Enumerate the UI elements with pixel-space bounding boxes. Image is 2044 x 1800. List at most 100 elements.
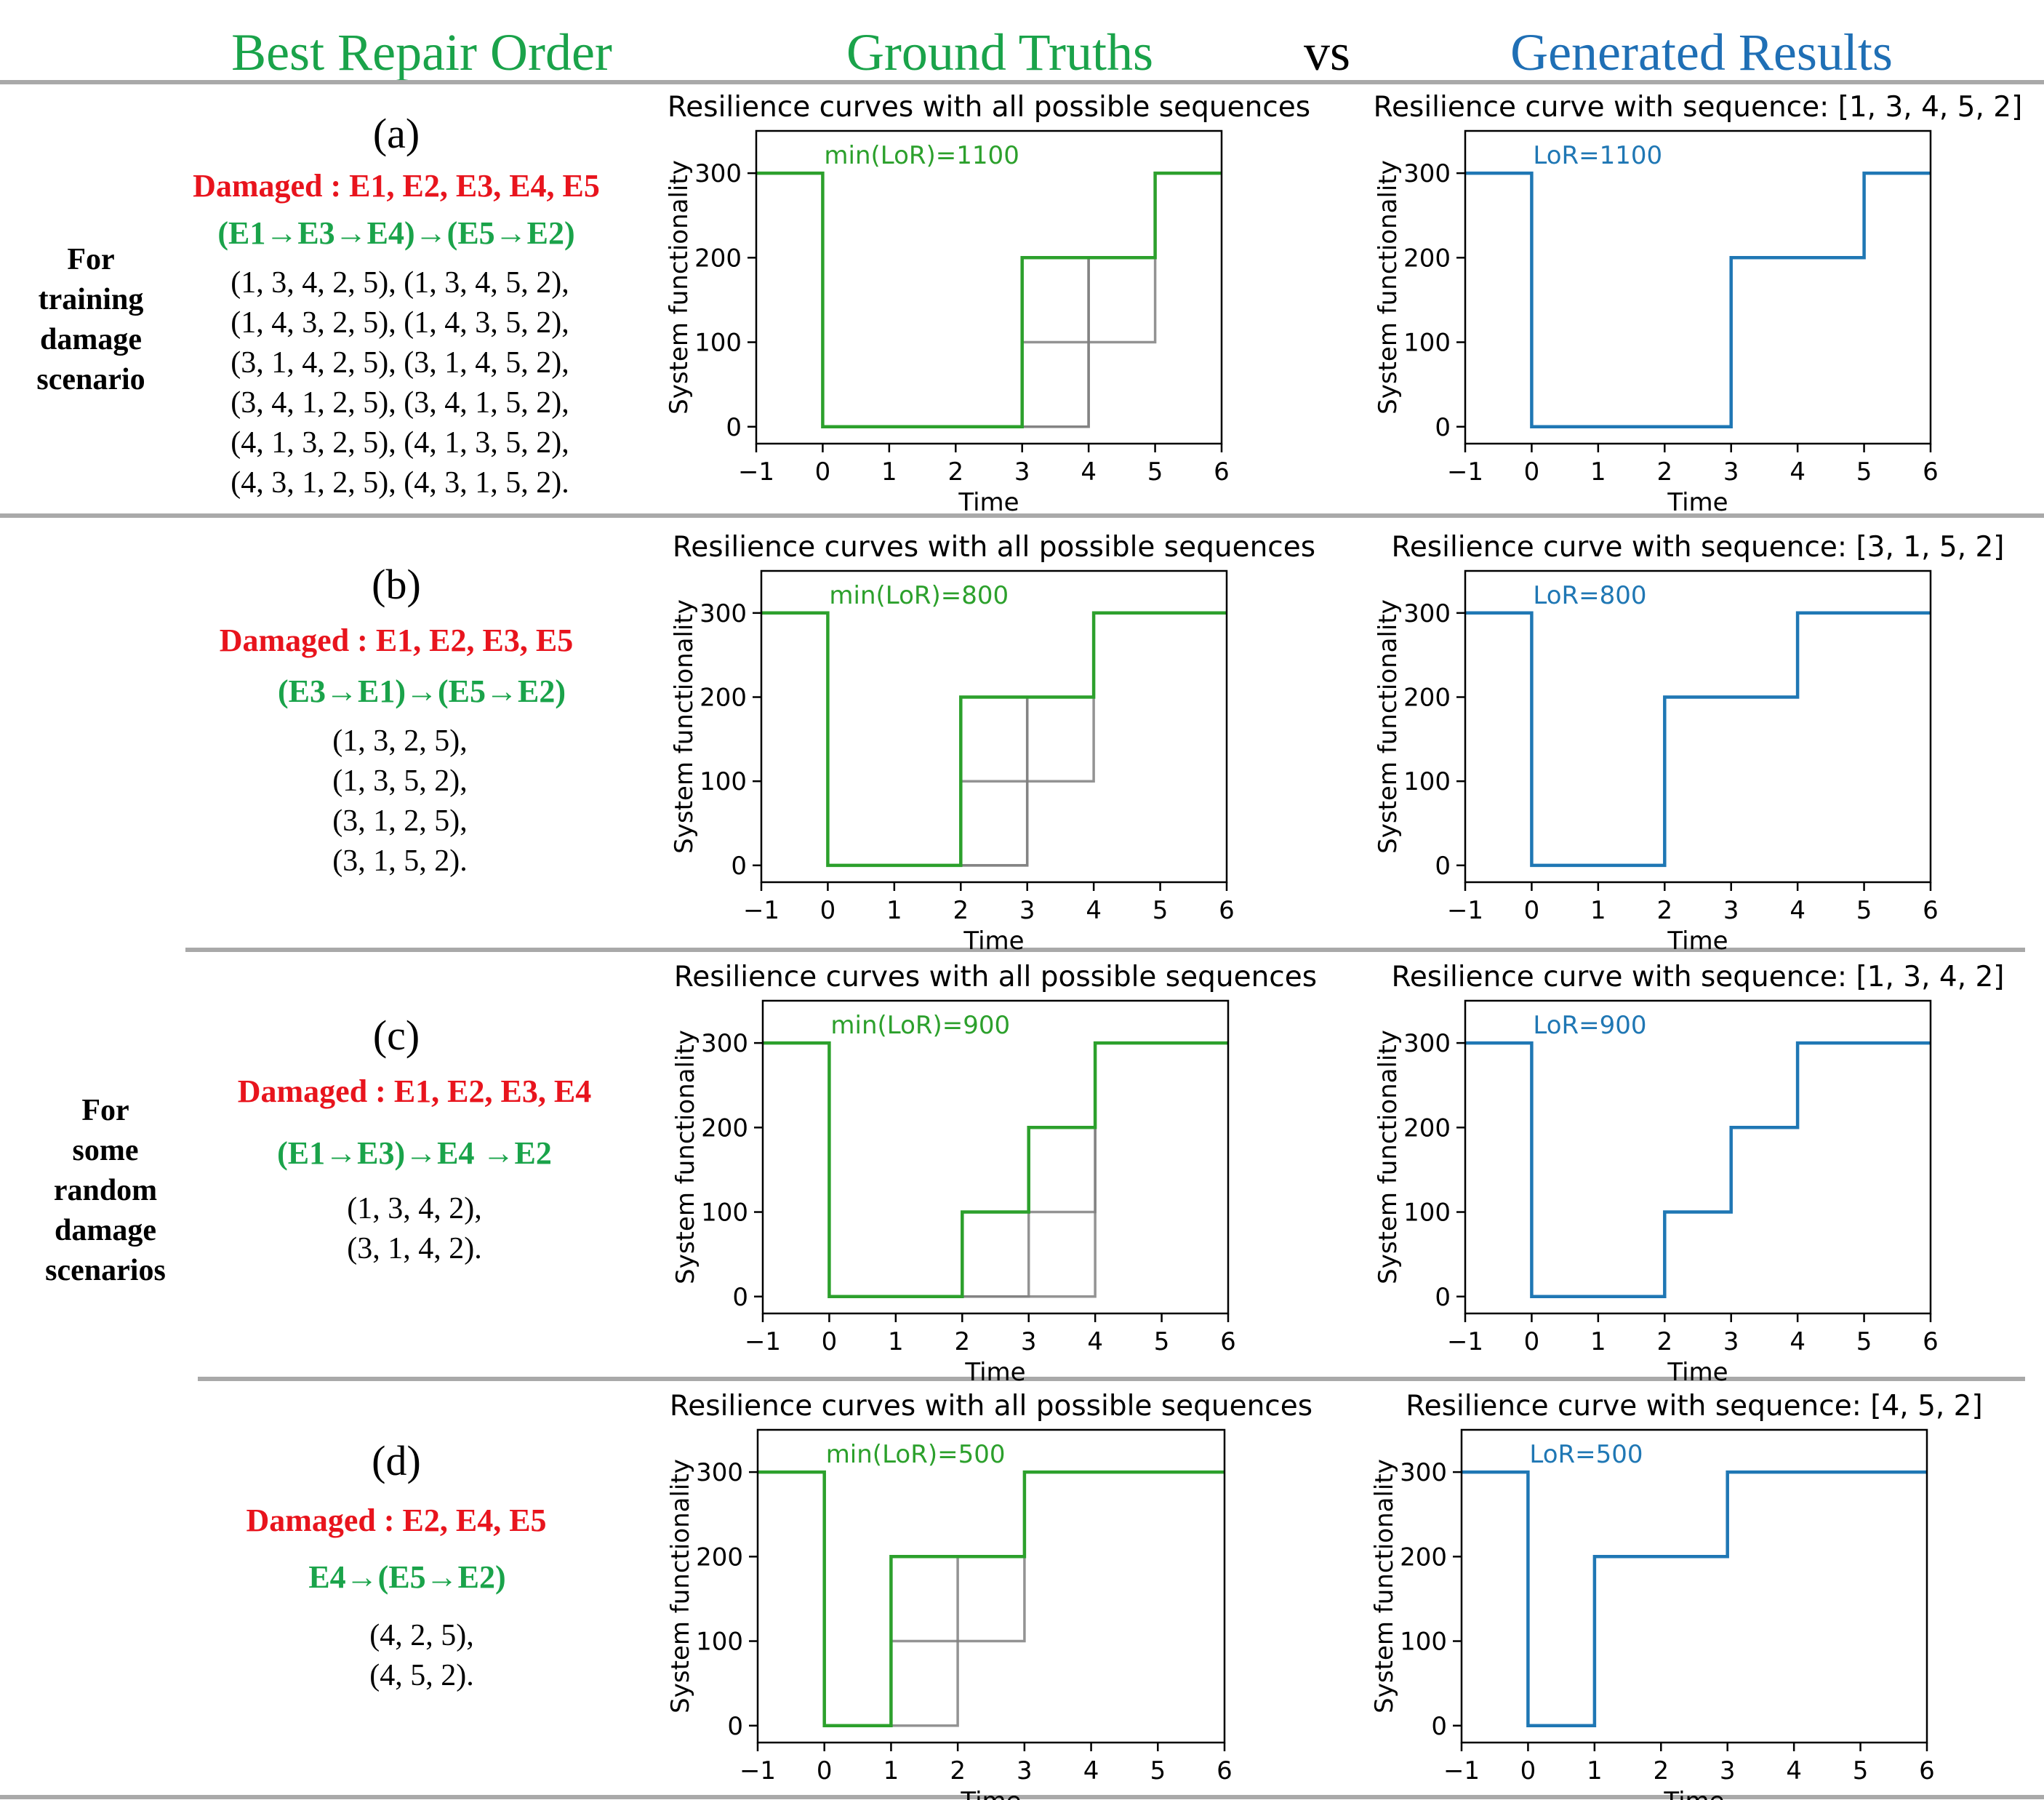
chart-6-series-1-line xyxy=(1465,1041,1931,1299)
chart-7-ytick-label: 300 xyxy=(696,1458,743,1487)
chart-5-plot-frame xyxy=(761,999,1230,1315)
chart-7-xtick-label: 4 xyxy=(1083,1756,1099,1785)
chart-6-xtick-label: 2 xyxy=(1656,1327,1672,1356)
chart-6-xtick-label: 5 xyxy=(1856,1327,1872,1356)
chart-1-series-2-line xyxy=(756,172,1222,428)
chart-1-xtick-label: −1 xyxy=(738,457,774,487)
chart-7-xtick-label: −1 xyxy=(740,1756,776,1785)
chart-5-xtick-label: 5 xyxy=(1154,1327,1170,1356)
divider-top xyxy=(0,80,2044,84)
chart-4-xtick-label: 5 xyxy=(1856,896,1872,925)
chart-2-annotation: LoR=1100 xyxy=(1533,141,1662,170)
damaged-list-d: Damaged : E2, E4, E5 xyxy=(246,1503,547,1538)
chart-8-xtick-label: 1 xyxy=(1587,1756,1603,1785)
chart-2-title: Resilience curve with sequence: [1, 3, 4… xyxy=(1374,91,2023,124)
damaged-list-a: Damaged : E1, E2, E3, E4, E5 xyxy=(193,168,600,204)
header-generated-results: Generated Results xyxy=(1510,23,1893,81)
chart-6-xtick-label: −1 xyxy=(1447,1327,1483,1356)
chart-1-xtick-label: 2 xyxy=(947,457,963,487)
chart-4-xtick-label: 0 xyxy=(1524,896,1540,925)
chart-3-series-4-line xyxy=(761,611,1227,868)
chart-8-ylabel: System functionality xyxy=(1370,1459,1399,1713)
chart-1-xtick-label: 0 xyxy=(815,457,831,487)
chart-1-xtick-label: 1 xyxy=(881,457,897,487)
chart-6-ytick-label: 0 xyxy=(1435,1283,1451,1312)
chart-6-xtick-label: 3 xyxy=(1723,1327,1739,1356)
chart-6-title: Resilience curve with sequence: [1, 3, 4… xyxy=(1391,961,2004,993)
chart-4-xlabel: Time xyxy=(1667,927,1728,956)
chart-5-ytick-label: 200 xyxy=(701,1113,748,1143)
chart-8-plot-frame xyxy=(1460,1428,1928,1744)
chart-6-plot-frame xyxy=(1464,999,1932,1315)
panel-letter-b: (b) xyxy=(372,561,421,608)
chart-5-series-3-line xyxy=(763,1041,1228,1299)
chart-8-xtick-label: 3 xyxy=(1720,1756,1736,1785)
chart-8-ytick-label: 300 xyxy=(1400,1458,1447,1487)
chart-2-plot-frame xyxy=(1464,129,1932,445)
chart-4-xtick-label: 1 xyxy=(1590,896,1606,925)
chart-8-xtick-label: 2 xyxy=(1653,1756,1669,1785)
chart-3-ytick-label: 300 xyxy=(700,599,747,628)
chart-1-series-3-line xyxy=(756,172,1222,428)
chart-6-xlabel: Time xyxy=(1667,1358,1728,1387)
chart-1-xtick-label: 3 xyxy=(1014,457,1030,487)
sequence-list-a: (1, 3, 4, 2, 5), (1, 3, 4, 5, 2), (1, 4,… xyxy=(231,266,569,500)
chart-3-title: Resilience curves with all possible sequ… xyxy=(673,531,1315,564)
chart-2-xtick-label: 4 xyxy=(1789,457,1805,487)
chart-4-ytick-label: 200 xyxy=(1403,684,1451,713)
repair-order-d: E4→(E5→E2) xyxy=(308,1559,506,1595)
chart-3-series-1-line xyxy=(761,612,1227,867)
chart-1-ytick-label: 300 xyxy=(694,159,742,188)
chart-2-ytick-label: 0 xyxy=(1435,413,1451,442)
chart-5-xtick-label: −1 xyxy=(745,1327,781,1356)
chart-7-ylabel: System functionality xyxy=(666,1459,695,1713)
chart-8-title: Resilience curve with sequence: [4, 5, 2… xyxy=(1406,1390,1982,1423)
chart-2-xtick-label: −1 xyxy=(1447,457,1483,487)
chart-5-series-1-line xyxy=(763,1041,1228,1298)
chart-8-series-1-line xyxy=(1462,1470,1927,1728)
chart-5-ytick-label: 100 xyxy=(701,1199,748,1228)
chart-1-ytick-label: 100 xyxy=(694,329,742,358)
chart-7-series-1-line xyxy=(758,1471,1225,1727)
chart-7-ytick-label: 100 xyxy=(696,1628,743,1657)
chart-1-ylabel: System functionality xyxy=(665,160,694,415)
chart-6-xtick-label: 0 xyxy=(1524,1327,1540,1356)
chart-4-xtick-label: 2 xyxy=(1656,896,1672,925)
chart-3-xlabel: Time xyxy=(963,927,1024,956)
chart-7-title: Resilience curves with all possible sequ… xyxy=(670,1390,1312,1423)
chart-8-xtick-label: −1 xyxy=(1443,1756,1480,1785)
chart-2-ytick-label: 100 xyxy=(1403,329,1451,358)
chart-1-plot-frame xyxy=(755,129,1223,445)
chart-4-xtick-label: 3 xyxy=(1723,896,1739,925)
divider-a-b xyxy=(0,513,2044,518)
chart-1-series-4-line xyxy=(756,171,1222,429)
chart-8-ytick-label: 0 xyxy=(1431,1712,1447,1741)
chart-3-xtick-label: 3 xyxy=(1019,896,1035,925)
chart-7-annotation: min(LoR)=500 xyxy=(826,1440,1006,1469)
chart-2-xtick-label: 6 xyxy=(1923,457,1939,487)
chart-2-series-1-line xyxy=(1465,171,1931,429)
damaged-list-c: Damaged : E1, E2, E3, E4 xyxy=(237,1073,592,1109)
chart-7-xtick-label: 2 xyxy=(950,1756,966,1785)
chart-5-annotation: min(LoR)=900 xyxy=(830,1011,1010,1040)
chart-6-xtick-label: 1 xyxy=(1590,1327,1606,1356)
chart-3-series-3-line xyxy=(761,612,1227,867)
side-label-training: For training damage scenario xyxy=(36,243,145,396)
repair-order-a: (E1→E3→E4)→(E5→E2) xyxy=(217,215,575,251)
chart-5-ytick-label: 300 xyxy=(701,1029,748,1058)
chart-8-annotation: LoR=500 xyxy=(1529,1440,1643,1469)
chart-8-xtick-label: 5 xyxy=(1853,1756,1869,1785)
chart-8-xtick-label: 4 xyxy=(1786,1756,1802,1785)
chart-4-ytick-label: 0 xyxy=(1435,852,1451,881)
panel-letter-a: (a) xyxy=(372,110,420,157)
chart-4-series-1-line xyxy=(1465,611,1931,868)
chart-2-xtick-label: 3 xyxy=(1723,457,1739,487)
chart-5-xlabel: Time xyxy=(964,1358,1025,1387)
chart-7-ytick-label: 200 xyxy=(696,1543,743,1572)
chart-6-ytick-label: 100 xyxy=(1403,1199,1451,1228)
chart-2-xtick-label: 1 xyxy=(1590,457,1606,487)
divider-bottom xyxy=(0,1795,2044,1799)
chart-5-ytick-label: 0 xyxy=(732,1283,748,1312)
chart-3-xtick-label: 6 xyxy=(1219,896,1235,925)
